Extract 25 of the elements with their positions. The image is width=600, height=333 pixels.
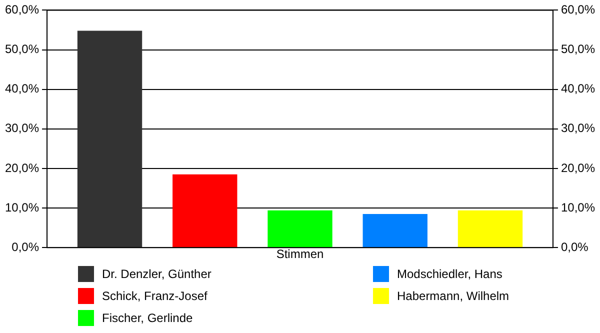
text: 0,0% [560, 240, 588, 254]
text: 20,0% [560, 160, 596, 175]
bar [268, 210, 332, 248]
legend-label: Modschiedler, Hans [397, 267, 502, 281]
bar [172, 174, 238, 248]
legend-label: Fischer, Gerlinde [102, 311, 193, 325]
legend-label: Habermann, Wilhelm [397, 289, 510, 303]
y-tick-label: 60,0% [4, 2, 40, 17]
bar [362, 214, 428, 248]
text: 60,0% [560, 2, 596, 17]
y-tick-label: 50,0% [4, 42, 40, 56]
y-tick-label: 30,0% [4, 121, 40, 136]
legend-label: Dr. Denzler, Günther [102, 267, 212, 281]
text: 30,0% [560, 121, 596, 136]
x-tick-label: Stimmen [276, 247, 324, 262]
bar [458, 210, 523, 248]
bar [77, 30, 142, 248]
y-tick-label: 0,0% [12, 240, 40, 254]
y-tick-label: 10,0% [4, 200, 40, 214]
y-tick-label: 40,0% [4, 82, 40, 96]
text: 50,0% [560, 42, 596, 56]
y-tick-label: 20,0% [4, 160, 40, 175]
text: 40,0% [560, 82, 596, 96]
text: 10,0% [560, 200, 596, 214]
legend-label: Schick, Franz-Josef [102, 289, 208, 303]
